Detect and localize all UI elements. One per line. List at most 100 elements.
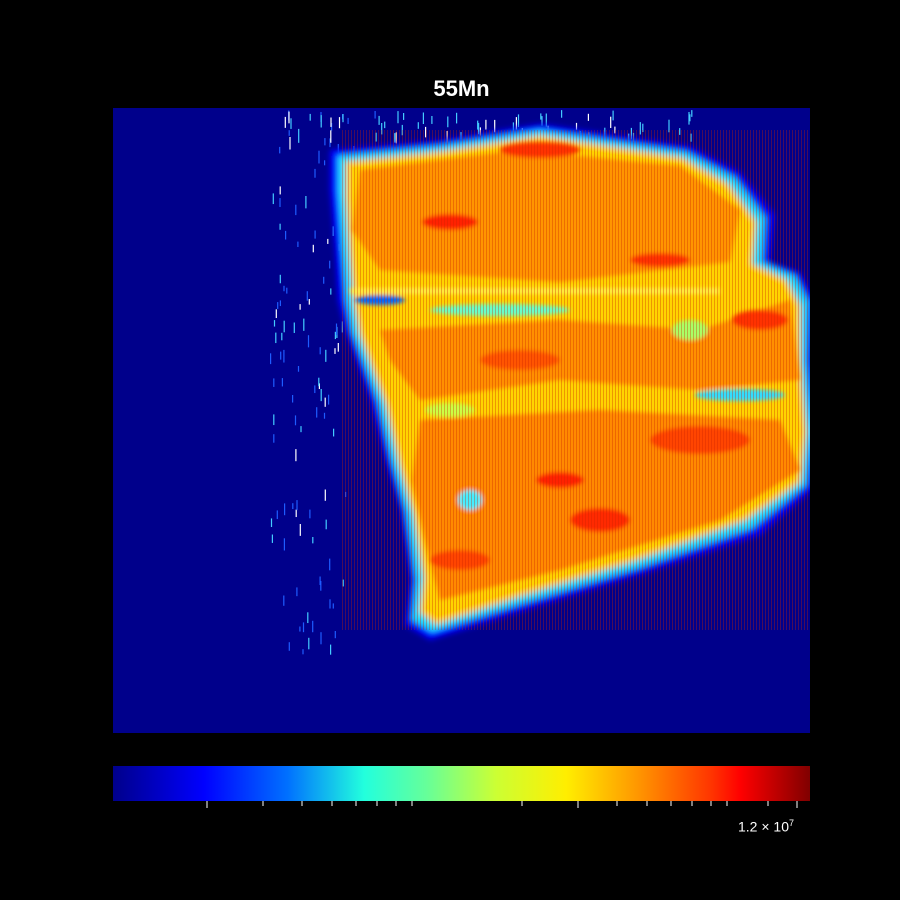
noise-dot: [275, 332, 277, 344]
noise-dot: [294, 415, 297, 426]
noise-dot: [299, 626, 301, 632]
noise-dot: [456, 112, 458, 124]
noise-dot: [295, 449, 297, 462]
colorbar-tick-label: 1.2 × 107: [738, 818, 795, 835]
noise-dot: [288, 130, 290, 136]
noise-dot: [286, 287, 288, 294]
noise-dot: [323, 276, 325, 284]
noise-dot: [319, 576, 321, 586]
noise-dot: [517, 114, 520, 128]
noise-dot: [284, 503, 286, 516]
sparse-noise-dots: [270, 110, 693, 655]
noise-dot: [318, 377, 320, 387]
noise-dot: [334, 348, 336, 354]
noise-dot: [314, 230, 316, 239]
noise-dot: [338, 117, 341, 129]
noise-dot: [300, 426, 302, 433]
noise-dot: [277, 302, 279, 309]
noise-dot: [309, 509, 311, 519]
noise-dot: [297, 241, 299, 248]
noise-dot: [305, 196, 307, 209]
noise-dot: [279, 186, 281, 195]
noise-dot: [273, 414, 275, 426]
noise-dot: [276, 510, 278, 520]
noise-dot: [302, 622, 305, 633]
noise-dot: [295, 204, 297, 216]
noise-dot: [281, 332, 283, 341]
noise-dot: [279, 223, 281, 230]
noise-dot: [515, 117, 517, 130]
noise-dot: [289, 137, 291, 150]
noise-dot: [324, 397, 326, 407]
noise-dot: [280, 351, 282, 360]
noise-dot: [403, 113, 405, 120]
noise-dot: [273, 320, 276, 327]
noise-dot: [329, 138, 331, 148]
noise-dot: [378, 115, 380, 125]
noise-dot: [494, 119, 496, 133]
noise-dot: [279, 274, 281, 284]
noise-dot: [279, 198, 281, 207]
noise-dot: [347, 117, 349, 124]
noise-dot: [337, 343, 339, 352]
noise-dot: [307, 612, 309, 624]
noise-dot: [306, 291, 308, 301]
noise-dot: [545, 113, 547, 127]
noise-dot: [283, 285, 285, 292]
noise-dot: [283, 538, 285, 551]
noise-dot: [285, 230, 287, 240]
noise-dot: [270, 518, 273, 528]
noise-dot: [447, 116, 449, 128]
chart-title: 55Mn: [433, 76, 490, 101]
noise-dot: [296, 587, 298, 597]
noise-dot: [397, 111, 399, 124]
noise-dot: [307, 335, 310, 348]
noise-dot: [309, 113, 311, 121]
noise-dot: [320, 581, 322, 591]
noise-dot: [691, 110, 693, 117]
noise-dot: [283, 595, 285, 606]
colorbar-gradient: [113, 766, 810, 801]
noise-dot: [329, 558, 331, 571]
noise-dot: [478, 122, 480, 135]
noise-dot: [325, 349, 327, 362]
noise-dot: [318, 150, 320, 164]
colorbar-ticks: [206, 801, 798, 808]
noise-dot: [587, 113, 589, 121]
noise-dot: [296, 500, 298, 511]
noise-dot: [284, 116, 286, 128]
noise-dot: [316, 407, 318, 418]
noise-dot: [320, 632, 322, 645]
noise-dot: [485, 119, 487, 130]
noise-dot: [642, 123, 644, 133]
noise-dot: [384, 121, 386, 129]
noise-dot: [279, 300, 281, 307]
noise-dot: [292, 395, 294, 403]
noise-dot: [324, 138, 326, 146]
noise-dot: [292, 503, 294, 510]
noise-dot: [612, 110, 614, 121]
noise-dot: [329, 260, 331, 269]
noise-dot: [381, 123, 383, 135]
noise-dot: [302, 649, 304, 655]
noise-dot: [639, 122, 641, 135]
noise-dot: [541, 116, 543, 126]
noise-dot: [417, 122, 419, 129]
noise-dot: [342, 114, 344, 123]
noise-dot: [308, 299, 310, 305]
noise-dot: [293, 322, 295, 333]
noise-dot: [330, 644, 332, 655]
noise-dot: [283, 349, 285, 363]
noise-dot: [688, 112, 690, 125]
noise-dot: [273, 378, 275, 387]
noise-dot: [332, 226, 334, 236]
noise-dot: [299, 524, 301, 536]
noise-dot: [324, 489, 326, 501]
noise-dot: [689, 114, 691, 122]
noise-dot: [314, 168, 316, 178]
noise-dot: [320, 389, 322, 402]
noise-dot: [281, 378, 283, 387]
noise-dot: [298, 128, 300, 143]
noise-dot: [312, 537, 314, 544]
noise-dot: [324, 160, 326, 166]
